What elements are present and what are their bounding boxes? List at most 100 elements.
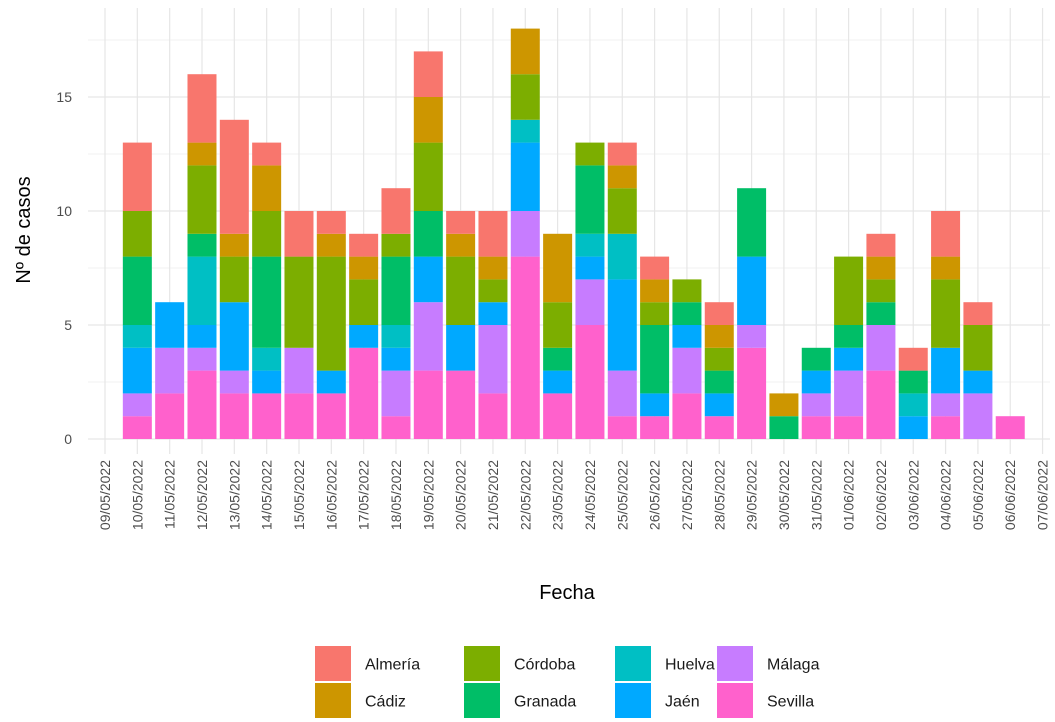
bar-segment-jaén	[963, 370, 993, 394]
bar-segment-almería	[252, 142, 282, 166]
bar-segment-jaén	[834, 347, 864, 371]
bar-segment-jaén	[704, 393, 734, 417]
bar-segment-cádiz	[866, 256, 896, 280]
bar-segment-sevilla	[446, 370, 476, 439]
x-tick-label: 01/06/2022	[841, 460, 857, 530]
legend: Almería Cádiz Córdoba Granada Huelva Jaén Mála…	[315, 646, 820, 718]
bar-segment-almería	[446, 211, 476, 234]
bar-segment-córdoba	[543, 302, 573, 348]
bar-segment-sevilla	[607, 416, 637, 439]
bar-segment-jaén	[575, 256, 605, 280]
x-tick-label: 18/05/2022	[388, 460, 404, 530]
bar-segment-sevilla	[575, 325, 605, 439]
x-tick-label: 05/06/2022	[970, 460, 986, 530]
bar-segment-almería	[219, 119, 249, 234]
x-tick-label: 20/05/2022	[453, 460, 469, 530]
legend-label: Granada	[514, 694, 576, 711]
bar-segment-córdoba	[316, 256, 346, 371]
bar-segment-málaga	[672, 347, 702, 394]
bar-segment-sevilla	[801, 416, 831, 439]
bar-segment-jaén	[543, 370, 573, 394]
x-tick-label: 19/05/2022	[420, 460, 436, 530]
x-tick-label: 17/05/2022	[356, 460, 372, 530]
bar-segment-sevilla	[381, 416, 411, 439]
legend-label: Málaga	[767, 657, 820, 674]
legend-swatch-huelva	[615, 646, 651, 681]
bar-segment-sevilla	[737, 347, 767, 439]
x-tick-label: 28/05/2022	[711, 460, 727, 530]
bar-segment-jaén	[898, 416, 928, 439]
x-tick-label: 27/05/2022	[679, 460, 695, 530]
bar-segment-almería	[866, 233, 896, 257]
bar-segment-málaga	[510, 211, 540, 257]
bar-segment-málaga	[187, 347, 217, 371]
legend-label: Sevilla	[767, 694, 814, 711]
x-tick-label: 16/05/2022	[323, 460, 339, 530]
y-axis-ticks: 0 5 10 15	[56, 89, 72, 447]
x-tick-label: 23/05/2022	[550, 460, 566, 530]
bar-segment-granada	[898, 370, 928, 394]
bar-segment-cádiz	[219, 233, 249, 257]
x-tick-label: 15/05/2022	[291, 460, 307, 530]
bar-segment-almería	[284, 211, 314, 257]
x-tick-label: 03/06/2022	[905, 460, 921, 530]
bar-segment-málaga	[478, 325, 508, 394]
bar-segment-jaén	[737, 256, 767, 325]
bar-segment-almería	[931, 211, 961, 257]
bar-segment-córdoba	[446, 256, 476, 325]
bar-segment-jaén	[155, 302, 185, 348]
bar-segment-cádiz	[543, 233, 573, 303]
bar-segment-jaén	[187, 325, 217, 348]
x-tick-label: 26/05/2022	[647, 460, 663, 530]
bar-segment-sevilla	[219, 393, 249, 439]
y-tick-label: 10	[56, 203, 72, 219]
bar-segment-córdoba	[252, 211, 282, 257]
bar-segment-sevilla	[931, 416, 961, 439]
legend-swatch-almería	[315, 646, 351, 681]
x-tick-label: 25/05/2022	[614, 460, 630, 530]
bar-segment-málaga	[219, 370, 249, 394]
x-tick-label: 29/05/2022	[744, 460, 760, 530]
bar-segment-granada	[769, 416, 799, 439]
x-tick-label: 30/05/2022	[776, 460, 792, 530]
bar-segment-sevilla	[704, 416, 734, 439]
x-tick-label: 09/05/2022	[97, 460, 113, 530]
bar-segment-cádiz	[931, 256, 961, 280]
bar-segment-málaga	[575, 279, 605, 325]
bar-segment-sevilla	[155, 393, 185, 439]
bar-segment-cádiz	[607, 165, 637, 189]
bar-segment-córdoba	[478, 279, 508, 303]
bar-segment-málaga	[155, 347, 185, 394]
bar-segment-almería	[963, 302, 993, 325]
bar-segment-córdoba	[672, 279, 702, 303]
bar-segment-huelva	[187, 256, 217, 325]
bar-segment-córdoba	[866, 279, 896, 303]
bar-segment-málaga	[931, 393, 961, 417]
x-tick-label: 22/05/2022	[517, 460, 533, 530]
bar-segment-jaén	[607, 279, 637, 371]
bar-segment-jaén	[252, 370, 282, 394]
bar-segment-cádiz	[478, 256, 508, 280]
bar-segment-almería	[349, 233, 379, 257]
bar-segment-cádiz	[187, 142, 217, 166]
bar-segment-sevilla	[349, 347, 379, 439]
bar-segment-málaga	[834, 370, 864, 417]
bar-segment-jaén	[219, 302, 249, 371]
bar-segment-granada	[413, 211, 443, 257]
bar-segment-jaén	[316, 370, 346, 394]
legend-label: Almería	[365, 657, 420, 674]
bar-segment-málaga	[801, 393, 831, 417]
x-tick-label: 04/06/2022	[938, 460, 954, 530]
x-tick-label: 21/05/2022	[485, 460, 501, 530]
bar-segment-jaén	[510, 142, 540, 211]
bar-segment-granada	[801, 347, 831, 371]
bar-segment-córdoba	[219, 256, 249, 303]
bar-segment-córdoba	[704, 347, 734, 371]
legend-swatch-málaga	[717, 646, 753, 681]
x-tick-label: 12/05/2022	[194, 460, 210, 530]
bar-segment-granada	[704, 370, 734, 394]
bar-segment-granada	[575, 165, 605, 234]
bar-segment-jaén	[349, 325, 379, 348]
bar-segment-almería	[316, 211, 346, 234]
